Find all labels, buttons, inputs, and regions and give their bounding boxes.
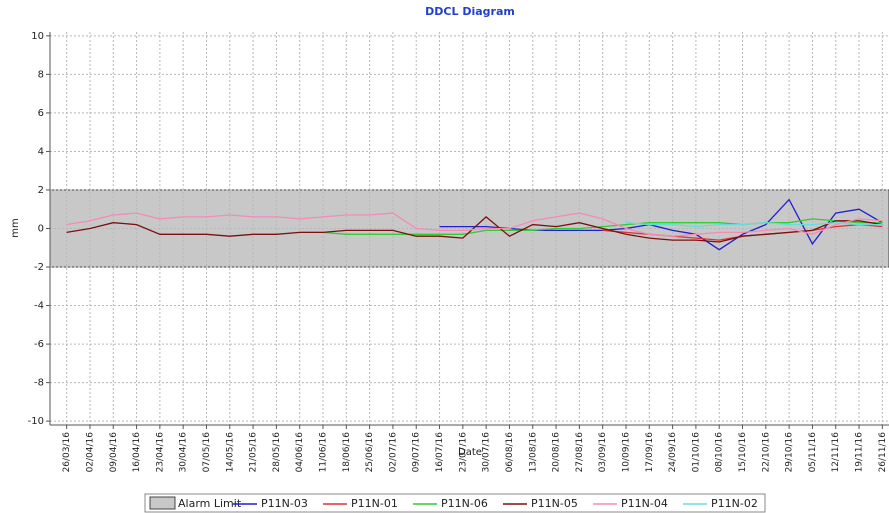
series-line [625, 222, 883, 228]
x-tick-label: 21/05/16 [249, 432, 259, 473]
x-tick-label: 10/09/16 [621, 432, 631, 473]
x-tick-label: 12/11/16 [831, 432, 841, 473]
x-tick-label: 23/04/16 [155, 432, 165, 473]
x-tick-label: 27/08/16 [575, 432, 585, 473]
x-tick-label: 16/04/16 [132, 432, 142, 473]
x-tick-label: 15/10/16 [738, 432, 748, 473]
legend-label: P11N-06 [441, 497, 488, 510]
x-tick-label: 29/10/16 [785, 432, 795, 473]
x-tick-label: 09/04/16 [109, 432, 119, 473]
y-tick-label: 10 [31, 31, 44, 42]
x-tick-label: 06/08/16 [505, 432, 515, 473]
x-tick-label: 01/10/16 [691, 432, 701, 473]
series-line [66, 212, 883, 237]
x-tick-label: 20/08/16 [552, 432, 562, 473]
x-tick-label: 08/10/16 [715, 432, 725, 473]
x-tick-label: 17/09/16 [645, 432, 655, 473]
x-tick-label: 02/04/16 [85, 432, 95, 473]
series-line [439, 198, 883, 251]
y-tick-label: -10 [28, 416, 44, 427]
y-tick-label: 8 [38, 69, 44, 80]
x-tick-label: 26/11/16 [878, 432, 888, 473]
y-tick-label: 0 [38, 224, 44, 235]
y-tick-label: -2 [34, 262, 44, 273]
x-tick-label: 11/06/16 [319, 432, 329, 473]
legend-label: P11N-05 [531, 497, 578, 510]
x-tick-label: 02/07/16 [388, 432, 398, 473]
x-tick-label: 25/06/16 [365, 432, 375, 473]
x-tick-label: 23/07/16 [458, 432, 468, 473]
chart-title: DDCL Diagram [425, 5, 515, 18]
x-tick-label: 13/08/16 [528, 432, 538, 473]
x-tick-label: 19/11/16 [855, 432, 865, 473]
x-axis-label: Date [458, 447, 482, 458]
legend-label: P11N-01 [351, 497, 398, 510]
x-tick-label: 24/09/16 [668, 432, 678, 473]
alarm-band [49, 189, 889, 268]
legend-box [144, 493, 766, 513]
legend-label: Alarm Limit [178, 497, 242, 510]
legend-label: P11N-03 [261, 497, 308, 510]
legend-label: P11N-02 [711, 497, 758, 510]
x-tick-label: 28/05/16 [272, 432, 282, 473]
series-line [299, 218, 883, 235]
x-tick-label: 16/07/16 [435, 432, 445, 473]
legend-swatch [149, 496, 176, 510]
x-tick-label: 04/06/16 [295, 432, 305, 473]
x-tick-label: 03/09/16 [598, 432, 608, 473]
legend: Alarm Limit P11N-03 P11N-01 P11N-06 P11N-05 P… [144, 493, 766, 513]
x-tick-label: 14/05/16 [225, 432, 235, 473]
y-tick-label: 2 [38, 185, 44, 196]
x-tick-label: 30/07/16 [482, 432, 492, 473]
y-tick-label: 4 [38, 146, 44, 157]
x-tick-label: 18/06/16 [342, 432, 352, 473]
x-tick-label: 30/04/16 [179, 432, 189, 473]
y-axis-label: mm [10, 218, 21, 237]
y-tick-label: -6 [34, 339, 44, 350]
x-tick-label: 05/11/16 [808, 432, 818, 473]
x-tick-label: 09/07/16 [412, 432, 422, 473]
x-tick-label: 26/03/16 [62, 432, 72, 473]
x-tick-label: 22/10/16 [761, 432, 771, 473]
y-tick-label: -8 [34, 378, 44, 389]
x-tick-label: 07/05/16 [202, 432, 212, 473]
y-tick-label: 6 [38, 108, 44, 119]
legend-label: P11N-04 [621, 497, 668, 510]
y-tick-label: -4 [34, 301, 44, 312]
series-line [66, 216, 883, 243]
